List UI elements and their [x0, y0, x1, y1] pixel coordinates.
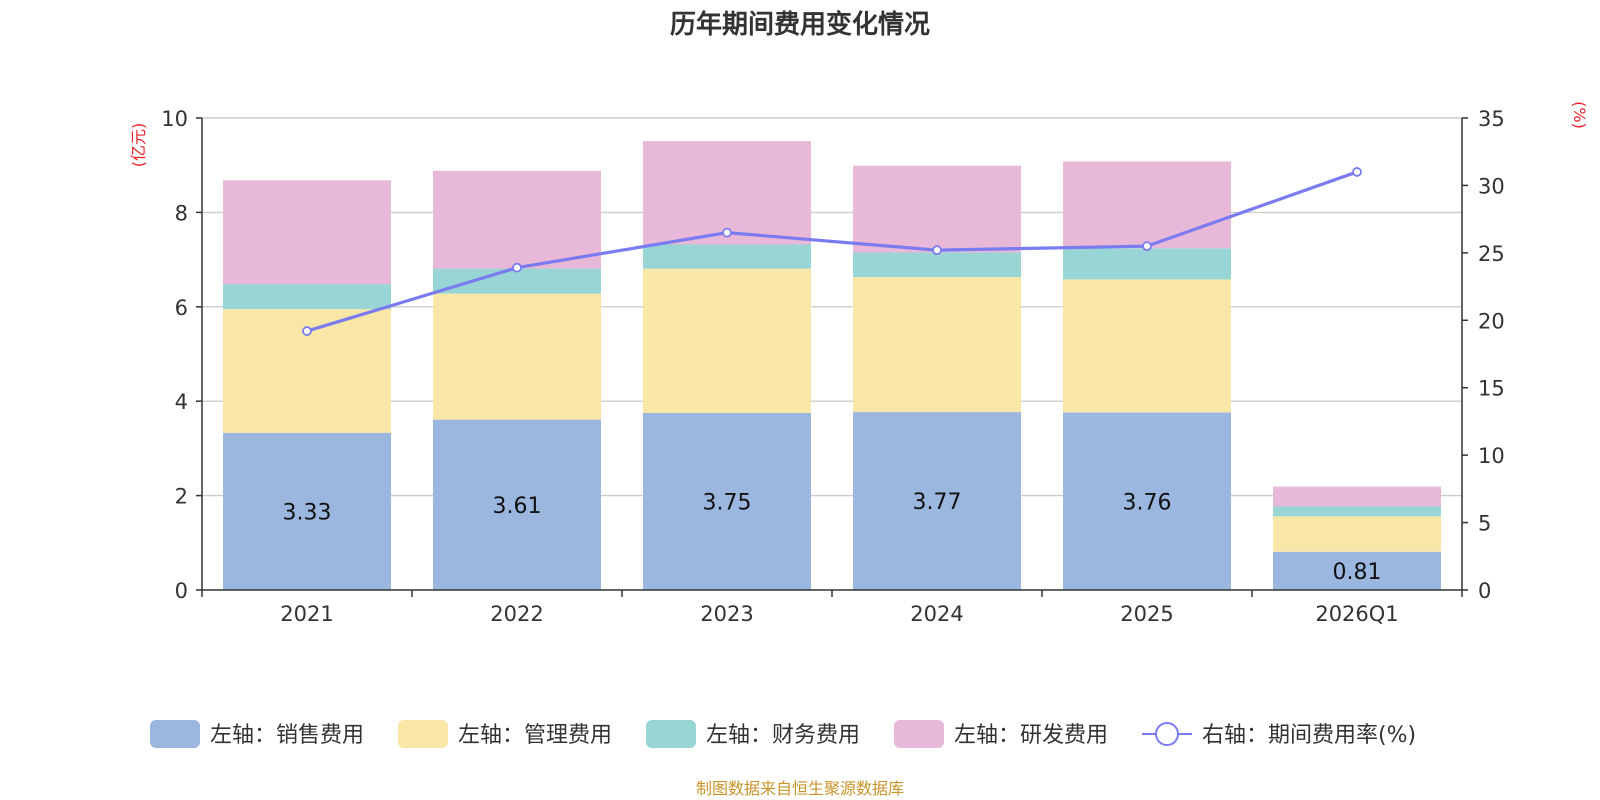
bar-segment — [1273, 486, 1441, 507]
right-tick-label: 30 — [1478, 174, 1505, 198]
bar-layer — [223, 141, 1441, 590]
bar-segment — [1063, 248, 1231, 280]
legend-swatch — [646, 720, 696, 748]
left-axis-unit: (亿元) — [129, 123, 148, 168]
bar-segment — [433, 268, 601, 294]
bar-segment — [643, 141, 811, 245]
bar-segment — [223, 284, 391, 310]
rate-point — [512, 262, 522, 273]
grid-lines — [202, 117, 1462, 497]
bar-value-label: 3.33 — [283, 500, 332, 525]
chart-title: 历年期间费用变化情况 — [670, 9, 930, 40]
rate-point — [1352, 167, 1362, 177]
bar-segment — [1063, 161, 1231, 249]
x-tick-label: 2024 — [910, 602, 963, 626]
bar-segment — [643, 244, 811, 269]
right-tick-label: 10 — [1478, 444, 1505, 468]
rate-line-layer — [302, 167, 1362, 336]
bar-value-label: 3.77 — [913, 490, 962, 515]
legend-label: 左轴：管理费用 — [458, 723, 612, 748]
right-tick-label: 5 — [1478, 512, 1491, 536]
x-tick-label: 2026Q1 — [1315, 602, 1398, 626]
legend-swatch — [894, 720, 944, 748]
legend-swatch — [150, 720, 200, 748]
bar-value-label: 0.81 — [1333, 560, 1382, 585]
bar-segment — [643, 268, 811, 413]
legend-label: 右轴：期间费用率(%) — [1202, 723, 1416, 748]
x-tick-label: 2025 — [1120, 602, 1173, 626]
bar-segment — [1063, 412, 1231, 590]
bar-segment — [1273, 516, 1441, 552]
rate-point — [302, 326, 312, 336]
bar-segment — [223, 180, 391, 285]
bar-value-label: 3.75 — [703, 491, 752, 516]
x-tick-label: 2022 — [490, 602, 543, 626]
bar-segment — [433, 293, 601, 420]
right-tick-label: 15 — [1478, 377, 1505, 401]
legend-circle-swatch — [1155, 722, 1179, 746]
bar-value-label: 3.61 — [493, 494, 542, 519]
legend: 左轴：销售费用 左轴：管理费用 左轴：财务费用 左轴：研发费用 右轴：期间费用率(%) — [150, 720, 1416, 748]
rate-line — [306, 170, 1358, 333]
bar-segment — [1273, 551, 1441, 590]
right-tick-label: 25 — [1478, 242, 1505, 266]
bar-segment — [853, 277, 1021, 413]
left-tick-label: 10 — [161, 107, 188, 131]
rate-point — [932, 245, 942, 256]
data-labels: 3.33 3.61 3.75 3.77 3.76 0.81 — [283, 490, 1382, 585]
right-tick-label: 35 — [1478, 107, 1505, 131]
x-tick-label: 2023 — [700, 602, 753, 626]
bar-segment — [1063, 279, 1231, 413]
legend-label: 左轴：财务费用 — [706, 723, 860, 748]
left-tick-label: 2 — [175, 485, 188, 509]
bar-segment — [433, 419, 601, 590]
left-tick-label: 0 — [175, 579, 188, 603]
left-tick-label: 6 — [175, 296, 188, 320]
bar-segment — [1273, 506, 1441, 517]
bar-segment — [853, 412, 1021, 590]
bar-segment — [433, 170, 601, 269]
x-tick-label: 2021 — [280, 602, 333, 626]
bar-segment — [853, 252, 1021, 278]
legend-label: 左轴：销售费用 — [210, 723, 364, 748]
right-tick-label: 0 — [1478, 579, 1491, 603]
bar-segment — [643, 413, 811, 590]
legend-label: 左轴：研发费用 — [954, 723, 1108, 748]
legend-swatch — [398, 720, 448, 748]
rate-point — [1142, 241, 1152, 252]
bar-value-label: 3.76 — [1123, 490, 1172, 515]
left-tick-label: 8 — [175, 201, 188, 225]
right-tick-label: 20 — [1478, 309, 1505, 333]
bar-segment — [223, 432, 391, 590]
source-note: 制图数据来自恒生聚源数据库 — [696, 779, 904, 798]
bar-segment — [853, 165, 1021, 253]
right-axis-unit: (%) — [1570, 101, 1589, 129]
left-tick-label: 4 — [175, 390, 188, 414]
rate-point — [722, 227, 732, 238]
